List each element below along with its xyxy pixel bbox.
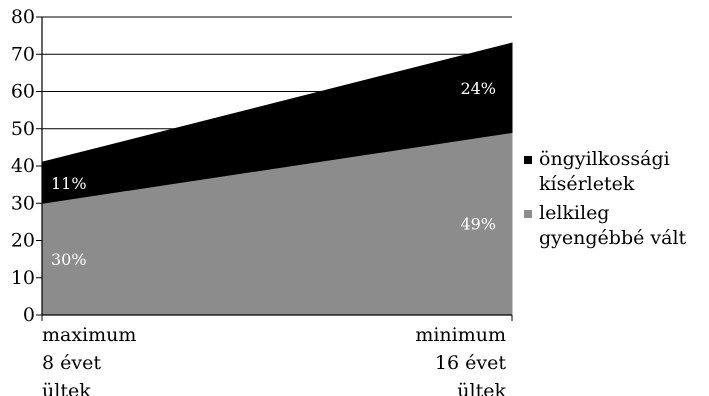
legend-swatch-mentally-weaker — [524, 210, 532, 218]
area-series — [41, 42, 513, 316]
legend-label-line: kísérletek — [539, 173, 635, 195]
data-labels: 30% 49% 11% 24% — [51, 79, 496, 269]
data-label: 49% — [460, 215, 496, 234]
y-tick-label: 0 — [23, 304, 35, 326]
data-label: 11% — [51, 174, 87, 193]
y-tick-label: 80 — [11, 6, 35, 28]
axes — [36, 16, 513, 321]
legend-item-mentally-weaker: lelkileg gyengébbé vált — [523, 201, 709, 251]
y-tick-label: 30 — [11, 192, 35, 214]
x-category-label: minimum — [415, 324, 506, 346]
legend-label-line: gyengébbé vált — [539, 227, 687, 249]
legend-label-line: öngyilkossági — [539, 148, 670, 170]
y-tick-label: 20 — [11, 230, 35, 252]
x-category-label: ültek — [457, 380, 506, 396]
y-tick-label: 10 — [11, 267, 35, 289]
y-tick-label: 70 — [11, 43, 35, 65]
data-label: 30% — [51, 250, 87, 269]
legend-label-line: lelkileg — [539, 202, 610, 224]
data-label: 24% — [460, 79, 496, 98]
x-category-label: 8 évet — [42, 352, 101, 374]
y-tick-label: 40 — [11, 155, 35, 177]
x-category-labels: maximum 8 évet ültek minimum 16 évet ültek — [42, 324, 506, 396]
legend-item-suicide-attempts: öngyilkossági kísérletek — [523, 147, 709, 197]
x-category-label: maximum — [42, 324, 136, 346]
y-tick-label: 60 — [11, 81, 35, 103]
y-tick-labels: 0 10 20 30 40 50 60 70 80 — [11, 6, 35, 326]
x-category-label: 16 évet — [435, 352, 506, 374]
x-category-label: ültek — [42, 380, 91, 396]
legend-swatch-suicide-attempts — [524, 156, 532, 164]
y-tick-label: 50 — [11, 118, 35, 140]
legend: öngyilkossági kísérletek lelkileg gyengé… — [523, 147, 709, 255]
